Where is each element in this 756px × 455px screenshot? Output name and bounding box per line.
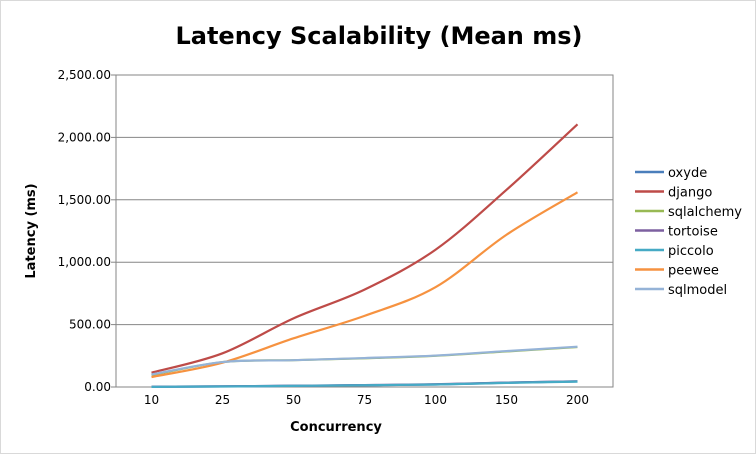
x-axis-label: Concurrency [290, 420, 382, 435]
legend-label-sqlmodel: sqlmodel [668, 283, 727, 298]
series-line-piccolo [151, 380, 578, 388]
legend-label-django: django [668, 186, 712, 201]
legend-label-peewee: peewee [668, 264, 719, 279]
x-tick-label: 50 [286, 393, 301, 407]
y-tick-label: 0.00 [84, 380, 111, 394]
legend-label-sqlalchemy: sqlalchemy [668, 205, 742, 220]
x-tick-label: 150 [495, 393, 518, 407]
x-tick-label: 100 [424, 393, 447, 407]
y-axis-label: Latency (ms) [24, 183, 39, 278]
legend-label-tortoise: tortoise [668, 225, 718, 240]
legend-label-oxyde: oxyde [668, 166, 707, 181]
y-tick-label: 500.00 [69, 318, 111, 332]
x-tick-label: 25 [215, 393, 230, 407]
chart-title: Latency Scalability (Mean ms) [175, 22, 582, 50]
x-tick-label: 10 [144, 393, 159, 407]
y-tick-label: 1,000.00 [58, 255, 111, 269]
series-line-sqlmodel [151, 345, 578, 376]
y-tick-label: 1,500.00 [58, 193, 111, 207]
legend-label-piccolo: piccolo [668, 244, 714, 259]
series-line-peewee [151, 191, 579, 379]
y-tick-label: 2,000.00 [58, 130, 111, 144]
x-tick-label: 75 [357, 393, 372, 407]
series-line-django [151, 123, 579, 374]
y-tick-label: 2,500.00 [58, 68, 111, 82]
x-tick-label: 200 [566, 393, 589, 407]
plot-area [115, 74, 614, 388]
